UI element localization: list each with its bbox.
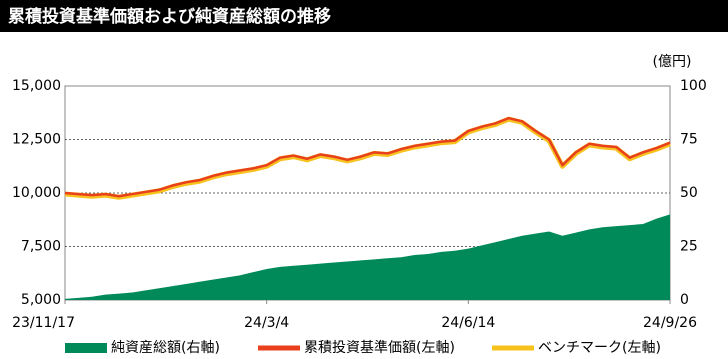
line — [64, 116, 671, 198]
area — [65, 214, 670, 300]
legend-label: ベンチマーク(左軸) — [538, 340, 661, 356]
y-tick-label: 10,000 — [12, 185, 61, 201]
legend-swatch — [65, 343, 107, 353]
legend-label: 純資産総額(右軸) — [111, 340, 220, 356]
y2-tick-label: 50 — [680, 185, 698, 201]
x-tick-label: 24/9/26 — [643, 315, 697, 331]
y2-tick-label: 100 — [680, 78, 707, 94]
chart-title: 累積投資基準価額および純資産総額の推移 — [8, 6, 331, 27]
title-bar — [0, 0, 728, 32]
x-tick-label: 24/6/14 — [441, 315, 495, 331]
y-tick-label: 5,000 — [21, 292, 61, 308]
y2-tick-label: 25 — [680, 239, 698, 255]
legend-label: 累積投資基準価額(左軸) — [304, 339, 455, 356]
y-tick-label: 12,500 — [12, 132, 61, 148]
y2-unit: (億円) — [653, 54, 692, 70]
y-tick-label: 15,000 — [12, 78, 61, 94]
x-tick-label: 24/3/4 — [244, 315, 289, 331]
y2-tick-label: 75 — [680, 132, 698, 148]
x-tick-label: 23/11/17 — [12, 315, 75, 331]
y-tick-label: 7,500 — [21, 239, 61, 255]
y2-tick-label: 0 — [680, 292, 689, 308]
